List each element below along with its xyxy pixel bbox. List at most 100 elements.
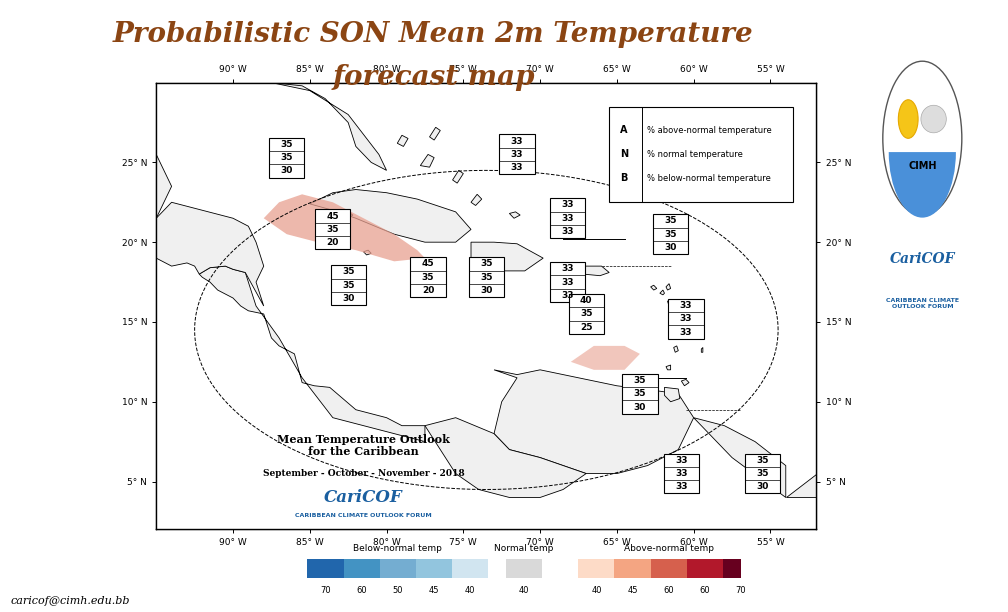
Text: 35: 35 [421,273,434,282]
Text: CariCOF: CariCOF [325,490,403,507]
Bar [469,257,504,297]
Polygon shape [786,474,816,498]
Bar [506,559,542,578]
Bar [344,559,380,578]
Text: 33: 33 [561,264,574,274]
Text: % normal temperature: % normal temperature [647,150,743,159]
Text: % below-normal temperature: % below-normal temperature [647,174,771,183]
Polygon shape [702,348,703,353]
Text: 33: 33 [561,278,574,286]
Text: Probabilistic SON Mean 2m Temperature: Probabilistic SON Mean 2m Temperature [113,21,754,48]
Text: CARIBBEAN CLIMATE OUTLOOK FORUM: CARIBBEAN CLIMATE OUTLOOK FORUM [295,513,431,518]
Bar [307,559,344,578]
Text: CARIBBEAN CLIMATE
OUTLOOK FORUM: CARIBBEAN CLIMATE OUTLOOK FORUM [886,298,959,309]
Polygon shape [694,417,786,498]
Text: 30: 30 [757,482,769,491]
Text: 45: 45 [327,212,339,220]
Text: 45: 45 [421,259,434,269]
Text: 33: 33 [561,201,574,209]
Polygon shape [429,127,440,140]
Text: B: B [620,173,628,184]
Bar [499,135,534,174]
Text: 33: 33 [675,469,687,478]
Bar [269,138,304,177]
Text: 35: 35 [664,230,676,239]
Bar [550,198,586,238]
Polygon shape [681,379,689,386]
Text: 35: 35 [480,259,493,269]
Text: 33: 33 [679,301,692,310]
Text: Normal temp: Normal temp [495,544,553,553]
Text: 35: 35 [580,310,593,318]
Bar [415,559,452,578]
Text: 33: 33 [561,214,574,223]
Wedge shape [889,152,956,218]
Bar [331,266,366,305]
Text: 40: 40 [465,586,475,595]
Polygon shape [425,417,587,498]
Text: 33: 33 [679,327,692,337]
Text: 35: 35 [756,469,769,478]
Text: 35: 35 [342,267,355,277]
Bar [380,559,415,578]
Polygon shape [200,266,425,442]
Text: 20: 20 [327,238,339,247]
Text: 40: 40 [591,586,602,595]
Text: CIMH: CIMH [908,161,936,171]
Text: 30: 30 [342,294,355,303]
Bar [686,559,723,578]
Bar [410,257,446,297]
Polygon shape [271,83,386,170]
Text: 33: 33 [675,456,687,465]
Polygon shape [660,290,664,295]
Text: 30: 30 [664,243,676,252]
Polygon shape [309,190,471,242]
Text: 60: 60 [356,586,367,595]
Bar [316,209,351,249]
Text: 20: 20 [421,286,434,295]
Text: Above-normal temp: Above-normal temp [624,544,714,553]
Text: 35: 35 [634,389,646,398]
Polygon shape [471,195,482,206]
Text: 30: 30 [280,166,293,176]
Bar [663,453,699,493]
Text: Below-normal temp: Below-normal temp [353,544,443,553]
Text: 70: 70 [736,586,746,595]
Text: 33: 33 [561,227,574,236]
Text: 35: 35 [664,217,676,225]
Text: 35: 35 [634,376,646,385]
Text: 35: 35 [280,153,293,162]
Bar [452,559,488,578]
Text: 33: 33 [675,482,687,491]
Text: Mean Temperature Outlook
for the Caribbean: Mean Temperature Outlook for the Caribbe… [277,434,450,457]
Polygon shape [582,266,609,275]
Bar [550,262,586,302]
Polygon shape [666,365,670,370]
Polygon shape [471,242,543,271]
Polygon shape [411,266,445,277]
Bar [653,214,688,254]
Bar [622,374,657,414]
Text: 25: 25 [580,323,593,332]
Text: 33: 33 [679,315,692,323]
Text: September - October - November - 2018: September - October - November - 2018 [263,469,465,478]
Text: 30: 30 [634,403,646,411]
Bar [615,559,650,578]
Text: 45: 45 [627,586,638,595]
Polygon shape [156,203,264,306]
Polygon shape [264,195,425,261]
Text: % above-normal temperature: % above-normal temperature [647,126,772,135]
Bar [723,559,759,578]
Text: 33: 33 [511,163,523,172]
Text: 45: 45 [428,586,439,595]
Polygon shape [666,284,670,290]
Polygon shape [664,387,679,401]
Polygon shape [673,346,678,353]
Text: 40: 40 [519,586,529,595]
Polygon shape [344,212,353,218]
Bar [668,299,704,338]
Circle shape [883,61,962,215]
Bar [745,453,780,493]
Text: 35: 35 [480,273,493,282]
Text: 35: 35 [280,140,293,149]
